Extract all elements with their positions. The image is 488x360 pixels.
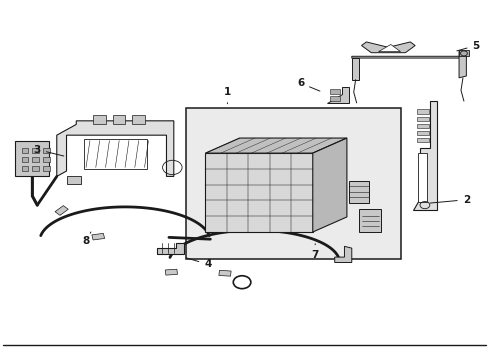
Polygon shape (92, 233, 104, 240)
Polygon shape (361, 42, 414, 53)
Polygon shape (57, 121, 173, 176)
Polygon shape (157, 243, 183, 253)
Polygon shape (348, 181, 368, 203)
Polygon shape (205, 138, 346, 153)
Text: 7: 7 (311, 244, 318, 260)
Polygon shape (43, 157, 50, 162)
Polygon shape (416, 124, 428, 128)
Polygon shape (417, 153, 427, 202)
Polygon shape (378, 44, 400, 51)
Polygon shape (113, 116, 125, 125)
Polygon shape (21, 148, 28, 153)
Polygon shape (132, 116, 144, 125)
Polygon shape (458, 50, 468, 56)
Polygon shape (351, 58, 358, 80)
Polygon shape (334, 246, 351, 262)
Text: 3: 3 (34, 144, 64, 156)
Polygon shape (32, 148, 39, 153)
Polygon shape (351, 51, 466, 58)
Polygon shape (32, 166, 39, 171)
Polygon shape (21, 157, 28, 162)
Polygon shape (219, 270, 231, 276)
Polygon shape (15, 140, 49, 176)
Text: 4: 4 (186, 258, 211, 269)
Polygon shape (32, 157, 39, 162)
Polygon shape (416, 109, 428, 114)
Polygon shape (55, 206, 68, 215)
Polygon shape (329, 89, 339, 94)
Polygon shape (416, 131, 428, 135)
Polygon shape (66, 176, 81, 184)
Polygon shape (416, 138, 428, 142)
Polygon shape (327, 87, 348, 103)
Polygon shape (43, 148, 50, 153)
Polygon shape (412, 101, 436, 211)
Polygon shape (458, 54, 466, 78)
Text: 5: 5 (456, 41, 479, 51)
Polygon shape (83, 139, 147, 169)
Polygon shape (43, 166, 50, 171)
Text: 2: 2 (429, 195, 469, 205)
Text: 1: 1 (224, 87, 231, 104)
Polygon shape (205, 153, 312, 232)
Polygon shape (329, 96, 339, 101)
Text: 8: 8 (82, 232, 91, 246)
Text: 6: 6 (296, 78, 319, 91)
Polygon shape (416, 117, 428, 121)
Polygon shape (93, 116, 105, 125)
Polygon shape (165, 269, 177, 275)
Polygon shape (358, 209, 380, 232)
Polygon shape (312, 138, 346, 232)
Polygon shape (21, 166, 28, 171)
FancyBboxPatch shape (185, 108, 400, 259)
